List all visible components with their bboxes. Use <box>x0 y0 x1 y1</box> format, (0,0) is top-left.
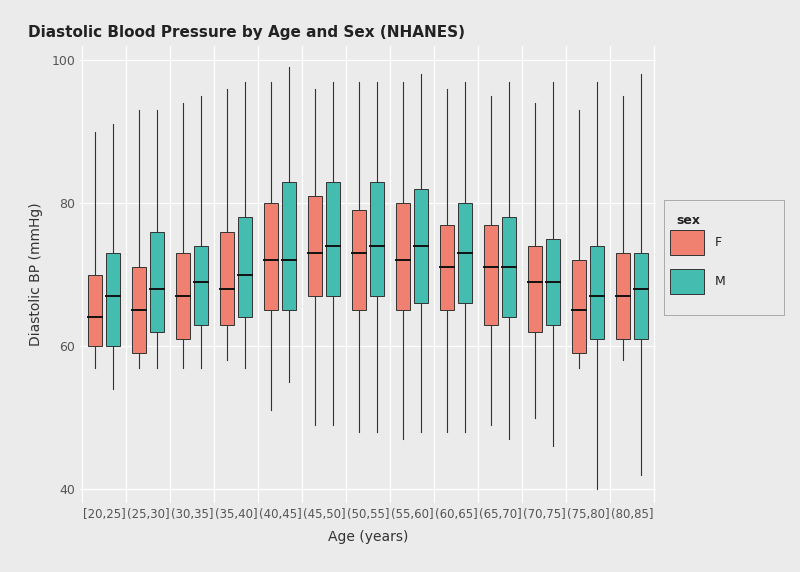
Bar <box>670 230 704 255</box>
Bar <box>282 182 296 310</box>
Bar <box>484 224 498 324</box>
Bar <box>194 246 208 324</box>
Bar <box>370 182 384 296</box>
Bar <box>615 253 630 339</box>
Bar <box>546 239 560 324</box>
Text: F: F <box>714 236 722 249</box>
Bar <box>150 232 165 332</box>
Bar <box>571 260 586 353</box>
Bar <box>88 275 102 346</box>
Text: M: M <box>714 275 725 288</box>
Bar <box>352 210 366 310</box>
Bar <box>396 203 410 310</box>
Bar <box>326 182 340 296</box>
Bar <box>264 203 278 310</box>
Text: Diastolic Blood Pressure by Age and Sex (NHANES): Diastolic Blood Pressure by Age and Sex … <box>28 25 465 41</box>
Bar <box>176 253 190 339</box>
Bar <box>106 253 121 346</box>
Bar <box>590 246 604 339</box>
Bar <box>528 246 542 332</box>
Bar <box>634 253 648 339</box>
Bar <box>440 224 454 310</box>
X-axis label: Age (years): Age (years) <box>328 530 408 543</box>
Y-axis label: Diastolic BP (mmHg): Diastolic BP (mmHg) <box>29 202 43 347</box>
Bar <box>308 196 322 296</box>
Bar <box>502 217 516 317</box>
Bar <box>670 269 704 294</box>
Bar <box>458 203 472 303</box>
Bar <box>414 189 428 303</box>
Bar <box>238 217 252 317</box>
Bar <box>132 267 146 353</box>
Bar <box>220 232 234 324</box>
Text: sex: sex <box>676 214 700 227</box>
